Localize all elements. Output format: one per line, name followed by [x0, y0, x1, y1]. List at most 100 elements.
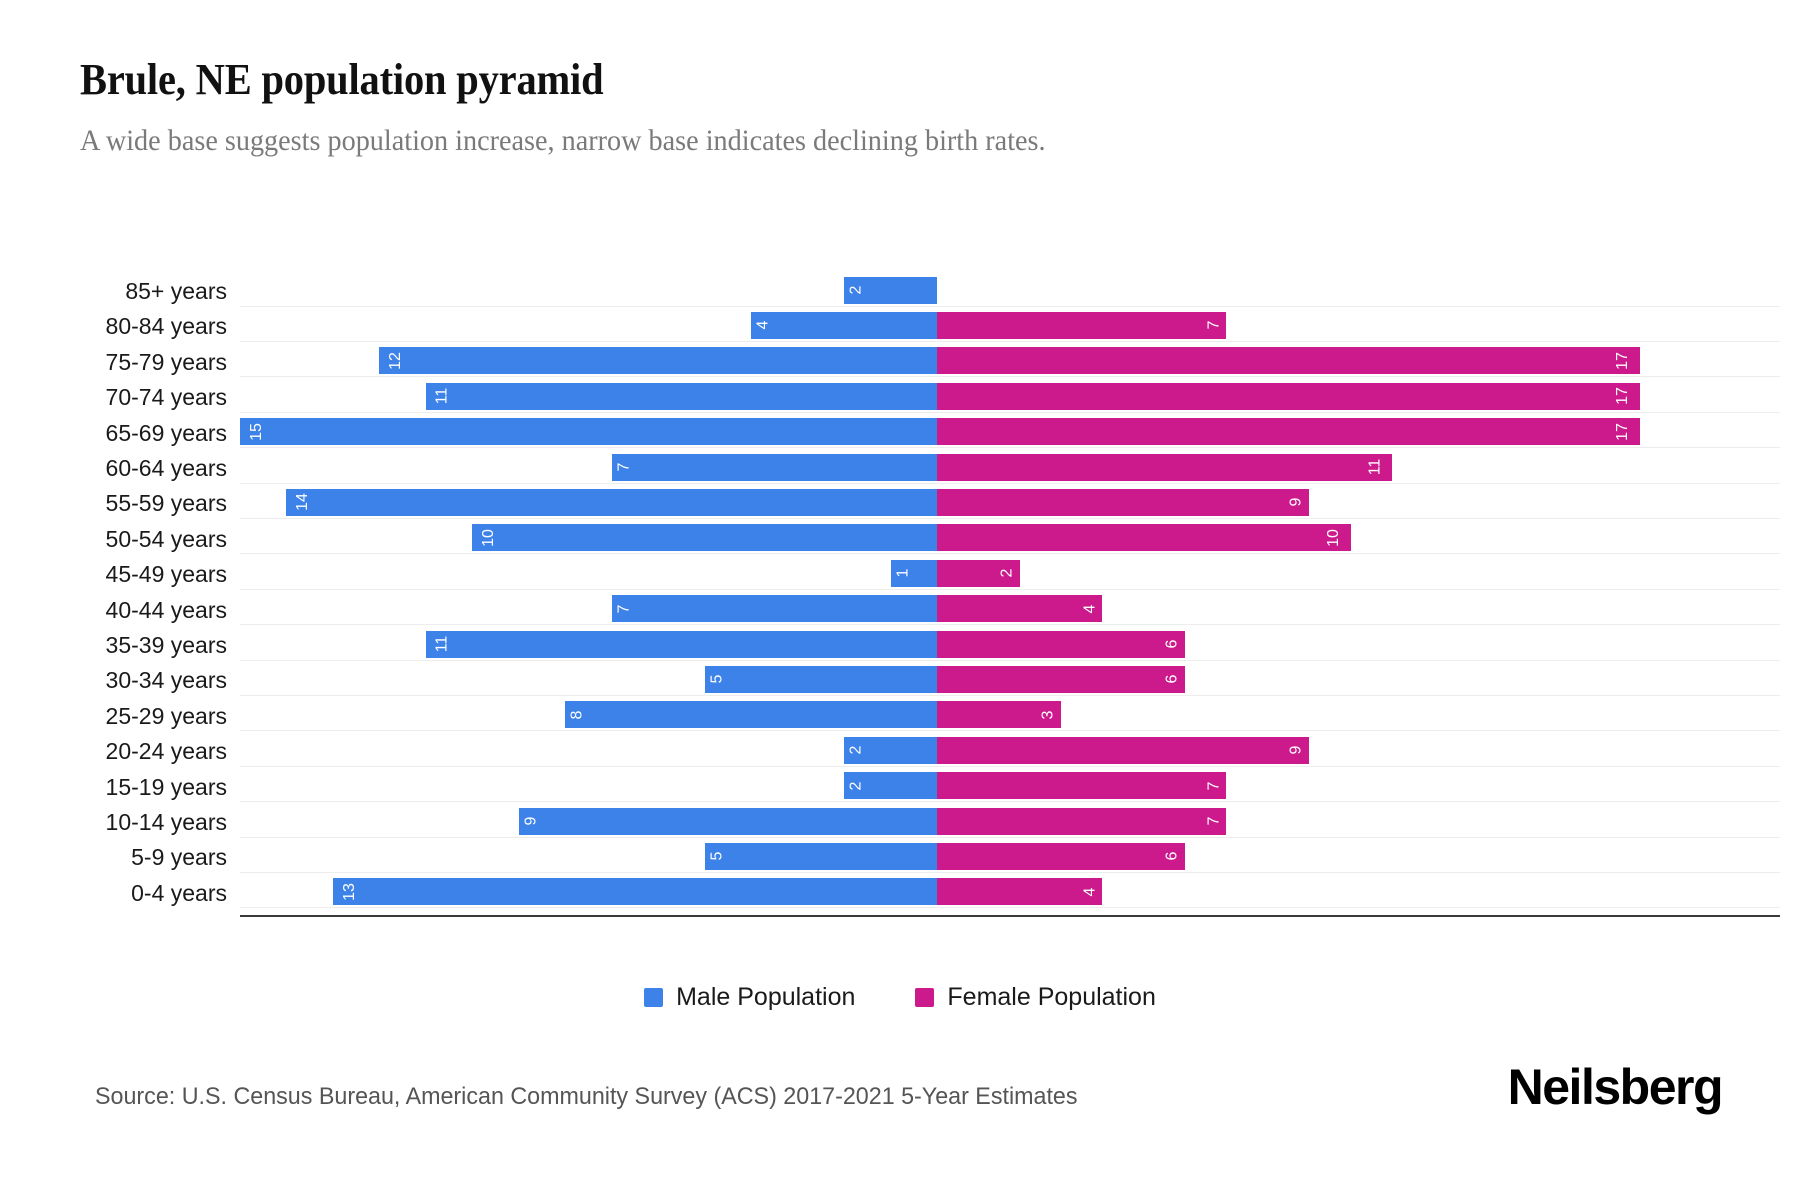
bar-female[interactable]: 9: [937, 488, 1310, 516]
gridline: [240, 801, 1780, 802]
bar-value-label: 4: [1080, 604, 1098, 614]
bar-value-label: 10: [1324, 528, 1342, 547]
bar-female[interactable]: 6: [937, 630, 1186, 658]
bar-male[interactable]: 12: [379, 347, 937, 375]
bar-female[interactable]: 7: [937, 807, 1227, 835]
bar-male[interactable]: 11: [425, 382, 937, 410]
legend-label-female: Female Population: [947, 983, 1156, 1011]
bar-female[interactable]: 17: [937, 347, 1640, 375]
source-note: Source: U.S. Census Bureau, American Com…: [95, 1083, 1078, 1110]
bar-value-label: 1: [893, 568, 911, 578]
gridline: [240, 341, 1780, 342]
bar-value-label: 8: [568, 710, 586, 720]
bar-value-label: 17: [1614, 422, 1632, 441]
bar-value-label: 3: [1039, 710, 1057, 720]
brand-logo: Neilsberg: [1507, 1059, 1724, 1115]
chart-legend: Male Population Female Population: [0, 985, 1800, 1010]
bar-male[interactable]: 11: [425, 630, 937, 658]
bar-male[interactable]: 10: [472, 524, 937, 552]
bar-male[interactable]: 7: [611, 595, 937, 623]
bar-value-label: 7: [615, 604, 633, 614]
bar-value-label: 5: [708, 674, 726, 684]
bar-female[interactable]: 6: [937, 842, 1186, 870]
bar-female[interactable]: 4: [937, 595, 1103, 623]
page-title: Brule, NE population pyramid: [80, 55, 604, 104]
bar-female[interactable]: 2: [937, 559, 1020, 587]
page-subtitle: A wide base suggests population increase…: [80, 124, 1046, 157]
bar-value-label: 9: [1287, 745, 1305, 755]
gridline: [240, 518, 1780, 519]
bar-value-label: 4: [754, 320, 772, 330]
gridline: [240, 695, 1780, 696]
y-axis-tick-label: 40-44 years: [105, 597, 227, 623]
bar-female[interactable]: 3: [937, 701, 1062, 729]
bar-female[interactable]: 17: [937, 382, 1640, 410]
bar-male[interactable]: 7: [611, 453, 937, 481]
bar-male[interactable]: 8: [565, 701, 937, 729]
bar-value-label: 6: [1163, 639, 1181, 649]
legend-label-male: Male Population: [676, 983, 856, 1011]
bar-male[interactable]: 2: [844, 736, 937, 764]
bar-value-label: 2: [847, 781, 865, 791]
bar-value-label: 15: [247, 422, 265, 441]
bar-value-label: 17: [1614, 351, 1632, 370]
y-axis-tick-label: 75-79 years: [105, 349, 227, 375]
gridline: [240, 837, 1780, 838]
y-axis-tick-label: 65-69 years: [105, 420, 227, 446]
gridline: [240, 376, 1780, 377]
bar-male[interactable]: 15: [240, 418, 937, 446]
bar-female[interactable]: 6: [937, 665, 1186, 693]
x-axis-baseline: [240, 915, 1780, 917]
bar-female[interactable]: 9: [937, 736, 1310, 764]
bar-value-label: 7: [1205, 816, 1223, 826]
y-axis-tick-label: 5-9 years: [131, 844, 227, 870]
bar-value-label: 14: [294, 493, 312, 512]
bar-female[interactable]: 4: [937, 878, 1103, 906]
bar-female[interactable]: 7: [937, 311, 1227, 339]
gridline: [240, 872, 1780, 873]
bar-male[interactable]: 13: [332, 878, 937, 906]
bar-value-label: 11: [433, 387, 451, 405]
bar-male[interactable]: 9: [518, 807, 937, 835]
gridline: [240, 447, 1780, 448]
legend-item-female[interactable]: Female Population: [915, 983, 1156, 1011]
y-axis-tick-label: 20-24 years: [105, 738, 227, 764]
bar-male[interactable]: 2: [844, 276, 937, 304]
bar-male[interactable]: 1: [890, 559, 937, 587]
bar-value-label: 7: [1205, 781, 1223, 791]
bar-value-label: 5: [708, 851, 726, 861]
bar-male[interactable]: 5: [704, 665, 937, 693]
gridline: [240, 730, 1780, 731]
bar-value-label: 6: [1163, 674, 1181, 684]
bar-value-label: 4: [1080, 887, 1098, 897]
bar-male[interactable]: 4: [751, 311, 937, 339]
y-axis-tick-label: 70-74 years: [105, 384, 227, 410]
y-axis-tick-label: 35-39 years: [105, 632, 227, 658]
bar-value-label: 10: [480, 528, 498, 547]
gridline: [240, 553, 1780, 554]
bar-value-label: 7: [615, 462, 633, 472]
gridline: [240, 306, 1780, 307]
y-axis-tick-label: 85+ years: [125, 278, 227, 304]
gridline: [240, 907, 1780, 908]
y-axis-tick-label: 15-19 years: [105, 774, 227, 800]
bar-female[interactable]: 7: [937, 772, 1227, 800]
bar-value-label: 7: [1205, 320, 1223, 330]
bar-value-label: 2: [847, 745, 865, 755]
bar-value-label: 2: [998, 568, 1016, 578]
bar-female[interactable]: 11: [937, 453, 1392, 481]
y-axis-tick-label: 80-84 years: [105, 313, 227, 339]
bar-male[interactable]: 14: [286, 488, 937, 516]
bar-value-label: 11: [433, 635, 451, 653]
bar-value-label: 6: [1163, 851, 1181, 861]
gridline: [240, 412, 1780, 413]
legend-item-male[interactable]: Male Population: [644, 985, 855, 1010]
bar-female[interactable]: 17: [937, 418, 1640, 446]
bar-male[interactable]: 5: [704, 842, 937, 870]
bar-male[interactable]: 2: [844, 772, 937, 800]
gridline: [240, 624, 1780, 625]
bar-female[interactable]: 10: [937, 524, 1351, 552]
bar-value-label: 17: [1614, 387, 1632, 406]
